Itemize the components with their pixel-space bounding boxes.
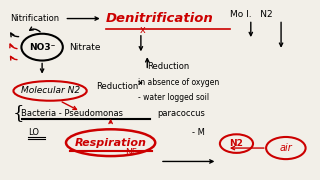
Text: Nitrification: Nitrification bbox=[10, 14, 60, 23]
Text: Denitrification: Denitrification bbox=[106, 12, 213, 25]
Text: paracoccus: paracoccus bbox=[157, 109, 205, 118]
Text: Molecular N2: Molecular N2 bbox=[20, 86, 80, 95]
Text: NO3⁻: NO3⁻ bbox=[29, 43, 55, 52]
Text: NF: NF bbox=[125, 148, 137, 157]
Text: Respiration: Respiration bbox=[75, 138, 147, 148]
Text: Nitrate: Nitrate bbox=[69, 43, 101, 52]
Text: - M: - M bbox=[192, 128, 205, 137]
Text: {: { bbox=[12, 104, 24, 122]
Text: N2: N2 bbox=[229, 139, 244, 148]
Text: Reduction: Reduction bbox=[96, 82, 139, 91]
Text: Bacteria - Pseudomonas: Bacteria - Pseudomonas bbox=[21, 109, 124, 118]
Text: air: air bbox=[279, 143, 292, 153]
Text: in absence of oxygen: in absence of oxygen bbox=[138, 78, 219, 87]
Text: LO: LO bbox=[28, 128, 39, 137]
Text: - water logged soil: - water logged soil bbox=[138, 93, 209, 102]
Text: Mo l.   N2: Mo l. N2 bbox=[230, 10, 273, 19]
Text: x: x bbox=[140, 25, 145, 35]
Text: Reduction: Reduction bbox=[147, 62, 189, 71]
